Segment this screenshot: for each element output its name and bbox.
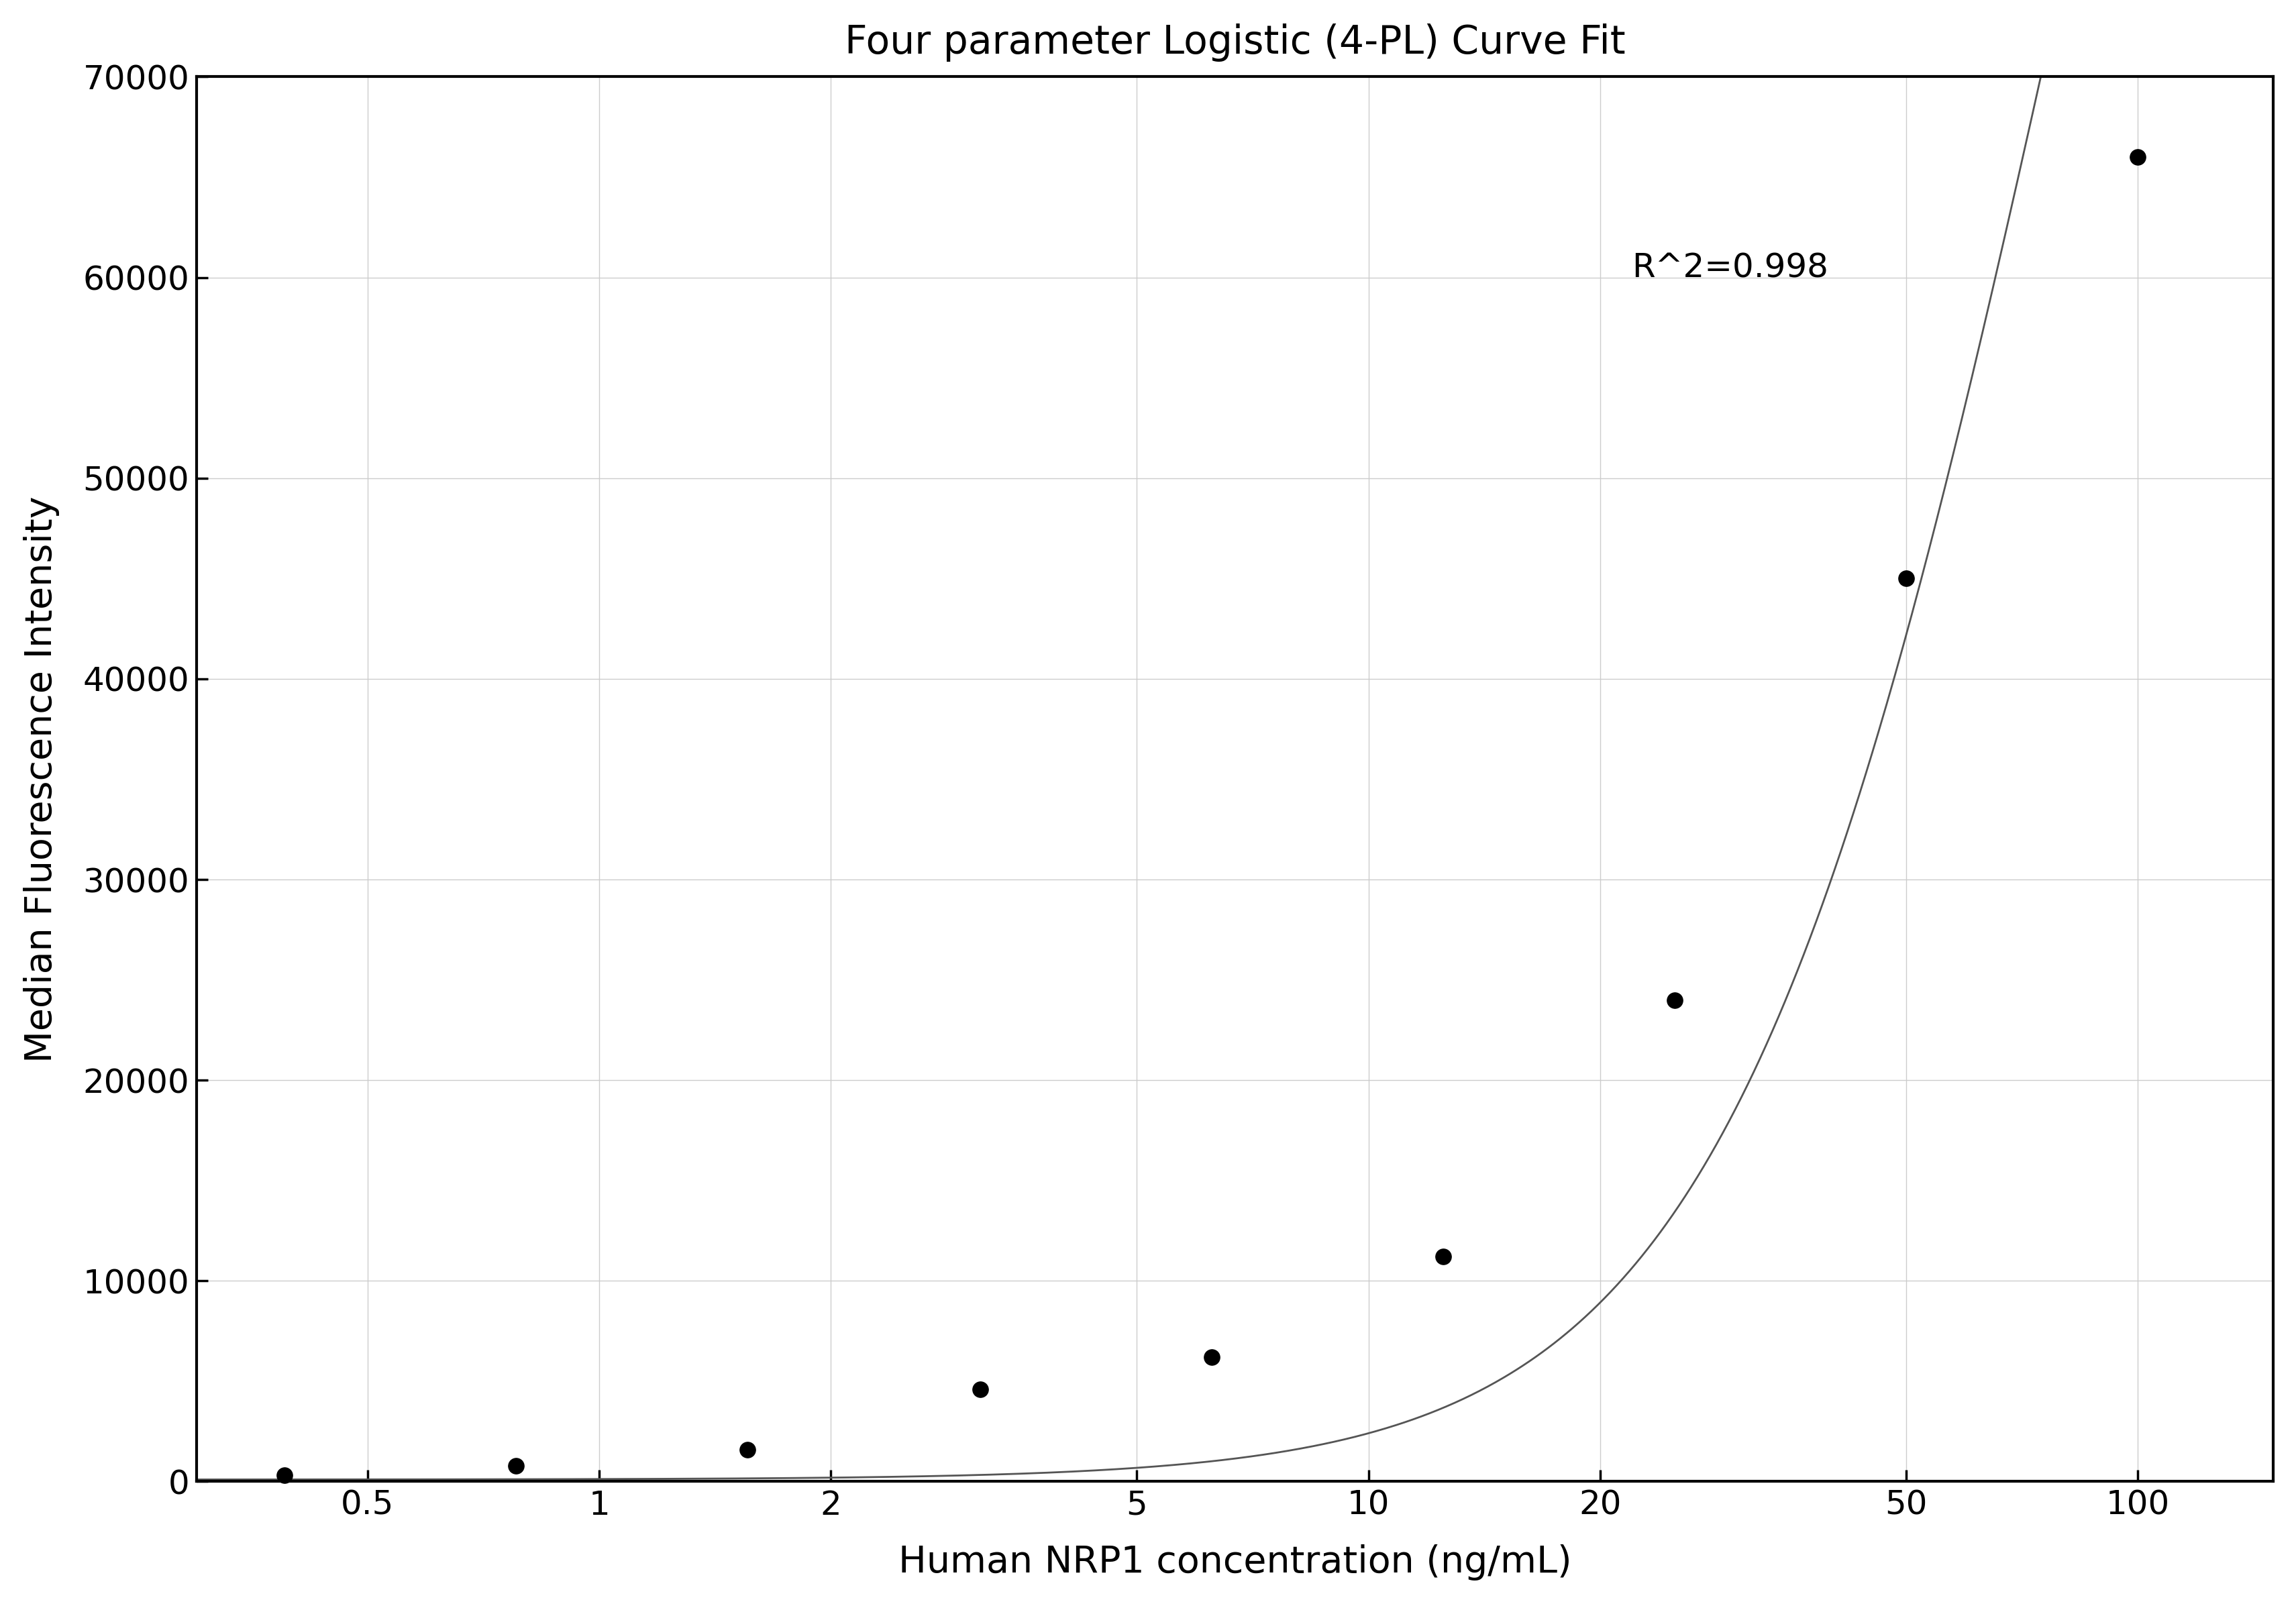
- X-axis label: Human NRP1 concentration (ng/mL): Human NRP1 concentration (ng/mL): [898, 1545, 1570, 1580]
- Y-axis label: Median Fluorescence Intensity: Median Fluorescence Intensity: [23, 496, 60, 1062]
- Point: [498, 1453, 535, 1479]
- Title: Four parameter Logistic (4-PL) Curve Fit: Four parameter Logistic (4-PL) Curve Fit: [845, 24, 1626, 61]
- Point: [2119, 144, 2156, 170]
- Point: [1192, 1344, 1228, 1370]
- Point: [1424, 1245, 1460, 1270]
- Point: [730, 1437, 767, 1463]
- Point: [266, 1463, 303, 1489]
- Point: [1655, 986, 1692, 1012]
- Point: [1887, 566, 1924, 592]
- Point: [962, 1376, 999, 1402]
- Text: R^2=0.998: R^2=0.998: [1632, 252, 1828, 284]
